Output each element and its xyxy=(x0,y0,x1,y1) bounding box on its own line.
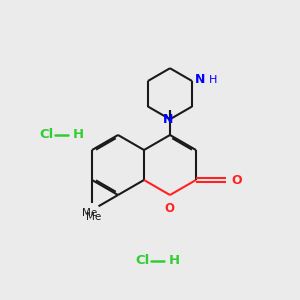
Text: O: O xyxy=(231,173,242,187)
Text: Cl: Cl xyxy=(39,128,53,142)
Text: Me: Me xyxy=(82,208,97,218)
Text: Me: Me xyxy=(86,212,102,222)
Text: H: H xyxy=(73,128,84,142)
Text: N: N xyxy=(163,113,174,126)
Text: N: N xyxy=(195,73,206,86)
Text: O: O xyxy=(164,202,174,214)
Text: H: H xyxy=(208,74,217,85)
Text: Cl: Cl xyxy=(135,254,149,268)
Text: H: H xyxy=(169,254,180,268)
